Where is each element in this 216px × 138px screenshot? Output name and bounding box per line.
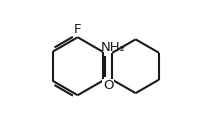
Text: O: O <box>103 79 113 92</box>
Text: F: F <box>74 23 81 36</box>
Text: NH₂: NH₂ <box>101 41 125 54</box>
